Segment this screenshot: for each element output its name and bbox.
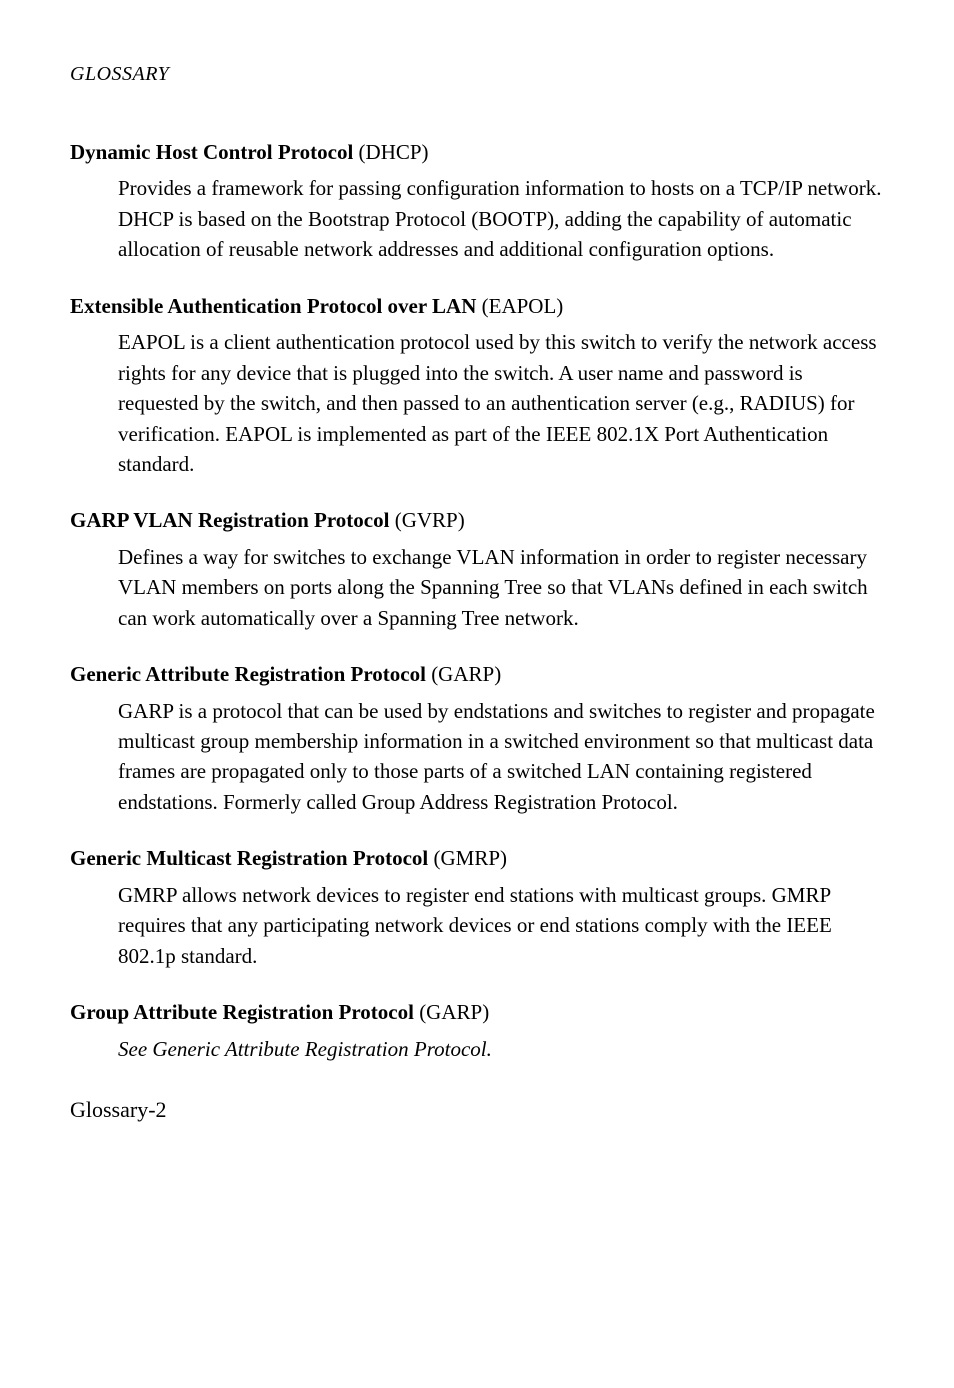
abbr: (GARP) <box>414 1000 489 1024</box>
term: Dynamic Host Control Protocol <box>70 140 353 164</box>
term: Extensible Authentication Protocol over … <box>70 294 476 318</box>
running-head: GLOSSARY <box>70 60 884 89</box>
abbr: (DHCP) <box>353 140 428 164</box>
term: Group Attribute Registration Protocol <box>70 1000 414 1024</box>
page-number: Glossary-2 <box>70 1094 884 1126</box>
glossary-entry: Generic Multicast Registration Protocol … <box>70 843 884 971</box>
definition: Provides a framework for passing configu… <box>118 173 884 264</box>
abbr: (GARP) <box>426 662 501 686</box>
definition: EAPOL is a client authentication protoco… <box>118 327 884 479</box>
glossary-entry: Generic Attribute Registration Protocol … <box>70 659 884 817</box>
term-line: Generic Attribute Registration Protocol … <box>70 659 884 689</box>
definition: GARP is a protocol that can be used by e… <box>118 696 884 818</box>
glossary-entry: Extensible Authentication Protocol over … <box>70 291 884 480</box>
glossary-entry: GARP VLAN Registration Protocol (GVRP) D… <box>70 505 884 633</box>
definition: See Generic Attribute Registration Proto… <box>118 1034 884 1064</box>
definition: GMRP allows network devices to register … <box>118 880 884 971</box>
term: Generic Multicast Registration Protocol <box>70 846 428 870</box>
abbr: (EAPOL) <box>476 294 563 318</box>
term-line: GARP VLAN Registration Protocol (GVRP) <box>70 505 884 535</box>
glossary-entry: Dynamic Host Control Protocol (DHCP) Pro… <box>70 137 884 265</box>
term: GARP VLAN Registration Protocol <box>70 508 389 532</box>
term-line: Generic Multicast Registration Protocol … <box>70 843 884 873</box>
abbr: (GVRP) <box>389 508 464 532</box>
definition: Defines a way for switches to exchange V… <box>118 542 884 633</box>
term-line: Dynamic Host Control Protocol (DHCP) <box>70 137 884 167</box>
term-line: Extensible Authentication Protocol over … <box>70 291 884 321</box>
term-line: Group Attribute Registration Protocol (G… <box>70 997 884 1027</box>
term: Generic Attribute Registration Protocol <box>70 662 426 686</box>
abbr: (GMRP) <box>428 846 507 870</box>
glossary-entry: Group Attribute Registration Protocol (G… <box>70 997 884 1064</box>
